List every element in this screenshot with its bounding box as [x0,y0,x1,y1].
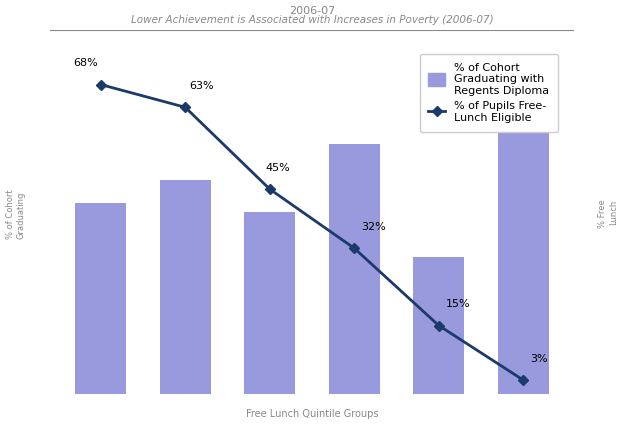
Text: 45%: 45% [265,163,290,173]
Text: % of Cohort
Graduating: % of Cohort Graduating [6,189,26,239]
Text: 3%: 3% [530,354,548,364]
Bar [160,180,210,394]
Bar [245,212,295,394]
Text: 2006-07: 2006-07 [289,6,335,16]
Text: 63%: 63% [190,81,214,91]
Bar [329,144,379,394]
Text: 32%: 32% [361,222,386,232]
Legend: % of Cohort
Graduating with
Regents Diploma, % of Pupils Free-
Lunch Eligible: % of Cohort Graduating with Regents Dipl… [419,54,558,132]
Bar [76,203,126,394]
Text: 68%: 68% [74,58,99,68]
Text: Lower Achievement is Associated with Increases in Poverty (2006-07): Lower Achievement is Associated with Inc… [130,15,494,25]
Bar [414,257,464,394]
Text: 15%: 15% [446,299,470,309]
Text: Free Lunch Quintile Groups: Free Lunch Quintile Groups [246,410,378,419]
Bar [498,130,548,394]
Text: % Free
Lunch: % Free Lunch [598,199,618,229]
